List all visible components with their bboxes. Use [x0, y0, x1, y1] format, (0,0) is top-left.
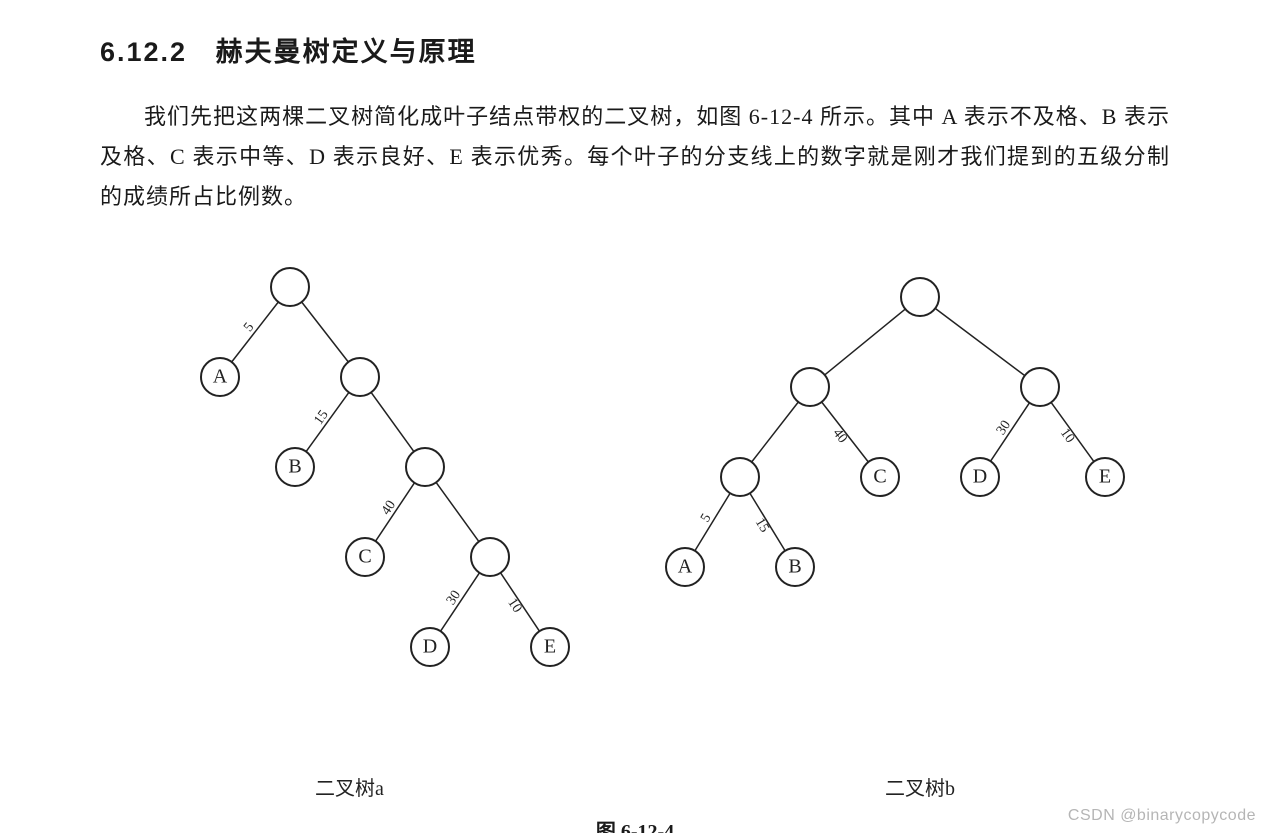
- section-heading: 6.12.2 赫夫曼树定义与原理: [100, 30, 1170, 69]
- figure-area: 515403010ABCDE 403010515CDEAB 二叉树a 二叉树b …: [100, 227, 1170, 727]
- tree-node-label: C: [873, 466, 886, 488]
- tree-edge: [371, 392, 414, 451]
- tree-node-label: E: [544, 636, 556, 658]
- tree-node-internal: [721, 458, 759, 496]
- page: 6.12.2 赫夫曼树定义与原理 我们先把这两棵二叉树简化成叶子结点带权的二叉树…: [0, 0, 1270, 833]
- tree-node-label: C: [358, 546, 371, 568]
- tree-node-label: B: [288, 456, 301, 478]
- paragraph-text: 我们先把这两棵二叉树简化成叶子结点带权的二叉树，如图 6-12-4 所示。其中 …: [100, 104, 1170, 209]
- tree-node-label: B: [788, 556, 801, 578]
- tree-edge: [436, 482, 479, 541]
- tree-edge: [825, 309, 906, 375]
- edge-weight: 40: [379, 498, 399, 518]
- edge-weight: 5: [698, 511, 714, 525]
- tree-edge: [302, 302, 349, 362]
- edge-weight: 30: [444, 588, 464, 608]
- tree-a-svg: 515403010ABCDE: [140, 247, 600, 707]
- tree-node-internal: [791, 368, 829, 406]
- section-title-text: 赫夫曼树定义与原理: [216, 37, 477, 67]
- section-number: 6.12.2: [100, 37, 187, 67]
- figure-caption: 图 6-12-4: [100, 815, 1170, 833]
- tree-node-internal: [471, 538, 509, 576]
- tree-node-label: E: [1099, 466, 1111, 488]
- edge-weight: 10: [1057, 426, 1077, 446]
- tree-node-internal: [901, 278, 939, 316]
- tree-node-internal: [341, 358, 379, 396]
- tree-node-internal: [271, 268, 309, 306]
- tree-node-internal: [1021, 368, 1059, 406]
- watermark: CSDN @binarycopycode: [1068, 807, 1256, 825]
- tree-edge: [935, 308, 1025, 375]
- tree-a-caption: 二叉树a: [315, 772, 384, 801]
- tree-edge: [752, 402, 799, 462]
- body-paragraph: 我们先把这两棵二叉树简化成叶子结点带权的二叉树，如图 6-12-4 所示。其中 …: [100, 97, 1170, 217]
- edge-weight: 15: [311, 408, 331, 428]
- tree-node-label: D: [973, 466, 987, 488]
- edge-weight: 40: [829, 426, 849, 446]
- tree-node-label: A: [213, 366, 228, 388]
- edge-weight: 30: [994, 418, 1014, 438]
- tree-node-label: D: [423, 636, 437, 658]
- tree-node-label: A: [678, 556, 693, 578]
- edge-weight: 15: [752, 516, 772, 536]
- tree-b-caption: 二叉树b: [885, 772, 955, 801]
- edge-weight: 10: [504, 596, 524, 616]
- tree-node-internal: [406, 448, 444, 486]
- tree-b-svg: 40 30 10 5 15 C D E A B: [640, 247, 1180, 627]
